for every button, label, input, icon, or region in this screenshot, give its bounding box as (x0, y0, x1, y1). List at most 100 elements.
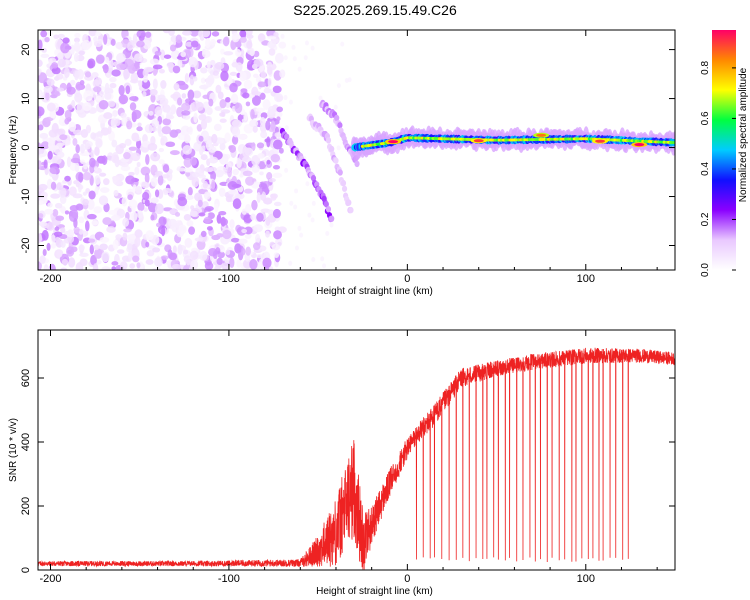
noise-blob (243, 214, 253, 224)
noise-blob (134, 236, 141, 248)
noise-blob (155, 222, 161, 228)
noise-blob (60, 42, 70, 54)
noise-blob (245, 30, 253, 37)
noise-blob (47, 139, 56, 151)
spectrogram-ytick-label: 20 (20, 43, 32, 55)
noise-blob (62, 37, 70, 44)
noise-blob (260, 130, 268, 139)
noise-blob (124, 58, 135, 70)
noise-blob (40, 30, 48, 38)
noise-blob (202, 180, 208, 189)
noise-blob (50, 193, 61, 199)
noise-blob (243, 79, 253, 90)
noise-blob (265, 120, 271, 131)
noise-blob (94, 175, 101, 186)
noise-blob (336, 145, 341, 151)
noise-blob (140, 32, 146, 39)
spectrogram-xtick-label: -100 (218, 273, 240, 285)
noise-blob (256, 212, 264, 222)
noise-blob (145, 230, 154, 241)
noise-blob (259, 116, 266, 126)
noise-blob (219, 112, 225, 117)
noise-blob (111, 261, 119, 266)
noise-blob (60, 227, 66, 233)
noise-blob (41, 229, 49, 241)
noise-blob (229, 219, 235, 229)
noise-blob (199, 251, 208, 261)
spectrogram-ytick-label: 0 (20, 144, 32, 150)
noise-blob (105, 72, 111, 79)
peak-4 (595, 139, 606, 143)
noise-blob (200, 154, 208, 161)
noise-blob (217, 91, 224, 100)
noise-blob (42, 248, 47, 257)
noise-blob (137, 210, 144, 219)
noise-blob (121, 117, 128, 126)
noise-blob (78, 172, 84, 183)
noise-blob (245, 176, 255, 186)
noise-blob (136, 262, 141, 269)
noise-blob (64, 175, 71, 182)
noise-blob (76, 69, 85, 80)
noise-blob (200, 230, 207, 238)
noise-blob (162, 118, 172, 126)
noise-blob (71, 209, 79, 219)
noise-blob (288, 99, 293, 105)
noise-blob (266, 66, 273, 75)
noise-blob (66, 156, 72, 168)
noise-blob (98, 100, 109, 110)
colorbar-tick-label: 0.2 (700, 212, 711, 226)
noise-blob (135, 186, 143, 194)
noise-blob (144, 172, 150, 184)
noise-blob (95, 138, 103, 148)
noise-blob (112, 110, 118, 117)
noise-blob (344, 77, 349, 83)
noise-blob (38, 213, 44, 219)
chart-title: S225.2025.269.15.49.C26 (293, 2, 457, 18)
noise-blob (80, 159, 86, 164)
spectrogram-ytick-label: -10 (20, 189, 32, 205)
noise-blob (320, 256, 325, 262)
noise-blob (116, 249, 125, 254)
noise-blob (176, 106, 184, 118)
spectrogram-ylabel: Frequency (Hz) (8, 116, 19, 185)
noise-blob (149, 88, 158, 96)
noise-blob (129, 102, 137, 111)
noise-blob (59, 134, 68, 141)
noise-blob (114, 157, 120, 168)
noise-blob (272, 164, 281, 170)
noise-blob (145, 241, 150, 248)
noise-blob (95, 31, 102, 37)
noise-blob (88, 190, 96, 200)
noise-blob (191, 171, 200, 178)
noise-blob (259, 92, 266, 100)
noise-blob (275, 52, 284, 64)
noise-blob (259, 171, 264, 176)
noise-blob (138, 80, 143, 88)
noise-blob (98, 195, 109, 206)
noise-blob (219, 99, 227, 109)
noise-blob (154, 50, 162, 56)
noise-blob (46, 78, 55, 87)
noise-blob (145, 259, 154, 265)
noise-blob (60, 267, 68, 270)
noise-blob (292, 56, 297, 62)
noise-blob (131, 132, 140, 142)
noise-blob (225, 249, 231, 256)
chirp-blob (337, 169, 343, 176)
noise-blob (268, 48, 276, 56)
noise-blob (99, 187, 110, 193)
noise-blob (204, 206, 214, 212)
noise-blob (84, 71, 92, 78)
noise-blob (93, 206, 103, 214)
noise-blob (101, 266, 111, 270)
noise-blob (42, 197, 48, 204)
noise-blob (136, 161, 141, 168)
noise-blob (144, 68, 149, 76)
noise-blob (150, 197, 159, 204)
noise-blob (136, 40, 145, 48)
noise-blob (211, 133, 218, 144)
noise-blob (251, 95, 261, 106)
noise-blob (205, 107, 213, 116)
noise-blob (184, 237, 193, 248)
